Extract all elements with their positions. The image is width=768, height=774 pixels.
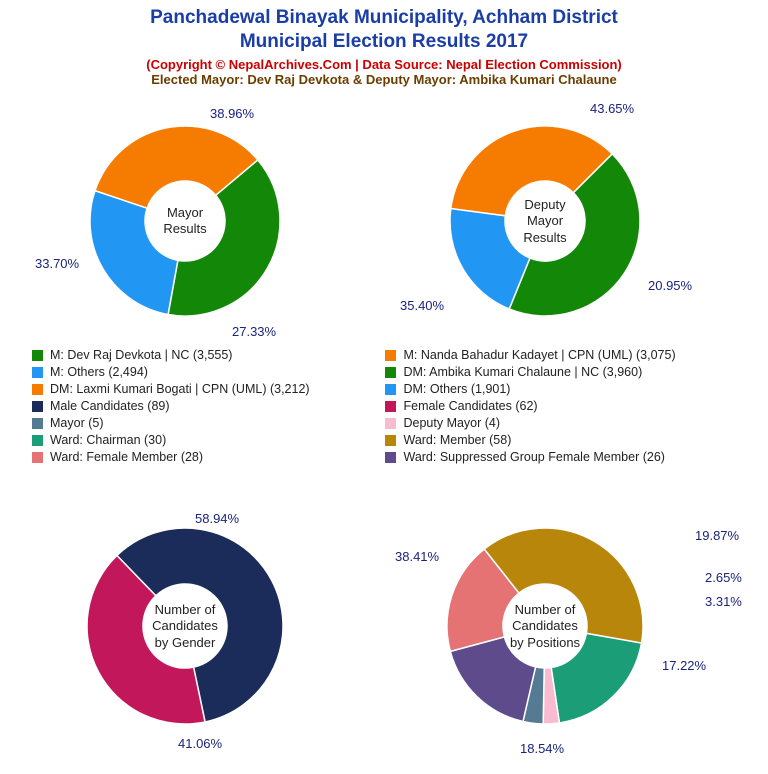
- page-title: Panchadewal Binayak Municipality, Achham…: [0, 6, 768, 54]
- pct-label: 2.65%: [705, 570, 742, 585]
- donut-slice: [551, 633, 641, 723]
- legend-text: Mayor (5): [50, 416, 103, 430]
- mayor-results-chart: [75, 111, 295, 331]
- legend-item: Ward: Member (58): [385, 433, 735, 447]
- title-line-1: Panchadewal Binayak Municipality, Achham…: [0, 6, 768, 30]
- legend-swatch: [385, 384, 396, 395]
- legend-item: M: Dev Raj Devkota | NC (3,555): [32, 348, 382, 362]
- legend: M: Dev Raj Devkota | NC (3,555) M: Others…: [32, 348, 742, 467]
- pct-label: 43.65%: [590, 101, 634, 116]
- pct-label: 38.96%: [210, 106, 254, 121]
- legend-swatch: [385, 350, 396, 361]
- pct-label: 35.40%: [400, 298, 444, 313]
- legend-item: Ward: Suppressed Group Female Member (26…: [385, 450, 735, 464]
- legend-right-col: M: Nanda Bahadur Kadayet | CPN (UML) (3,…: [385, 348, 735, 467]
- pct-label: 19.87%: [695, 528, 739, 543]
- pct-label: 38.41%: [395, 549, 439, 564]
- legend-item: M: Others (2,494): [32, 365, 382, 379]
- legend-text: DM: Ambika Kumari Chalaune | NC (3,960): [403, 365, 642, 379]
- copyright-line: (Copyright © NepalArchives.Com | Data So…: [0, 57, 768, 72]
- legend-swatch: [32, 452, 43, 463]
- positions-chart: [435, 516, 655, 736]
- legend-swatch: [32, 435, 43, 446]
- legend-text: M: Others (2,494): [50, 365, 148, 379]
- pct-label: 27.33%: [232, 324, 276, 339]
- gender-chart: [75, 516, 295, 736]
- legend-item: Ward: Female Member (28): [32, 450, 382, 464]
- legend-item: DM: Others (1,901): [385, 382, 735, 396]
- legend-item: Deputy Mayor (4): [385, 416, 735, 430]
- legend-swatch: [32, 384, 43, 395]
- legend-swatch: [32, 367, 43, 378]
- legend-text: M: Nanda Bahadur Kadayet | CPN (UML) (3,…: [403, 348, 675, 362]
- legend-swatch: [385, 452, 396, 463]
- legend-swatch: [385, 367, 396, 378]
- legend-item: Mayor (5): [32, 416, 382, 430]
- pct-label: 3.31%: [705, 594, 742, 609]
- legend-text: Ward: Suppressed Group Female Member (26…: [403, 450, 664, 464]
- legend-swatch: [385, 418, 396, 429]
- pct-label: 41.06%: [178, 736, 222, 751]
- donut-slice: [90, 191, 178, 315]
- legend-text: Female Candidates (62): [403, 399, 537, 413]
- legend-swatch: [385, 401, 396, 412]
- legend-item: DM: Laxmi Kumari Bogati | CPN (UML) (3,2…: [32, 382, 382, 396]
- elected-line: Elected Mayor: Dev Raj Devkota & Deputy …: [0, 72, 768, 87]
- legend-swatch: [32, 418, 43, 429]
- legend-swatch: [32, 350, 43, 361]
- legend-text: DM: Laxmi Kumari Bogati | CPN (UML) (3,2…: [50, 382, 310, 396]
- legend-text: Ward: Chairman (30): [50, 433, 166, 447]
- title-line-2: Municipal Election Results 2017: [0, 30, 768, 54]
- legend-swatch: [32, 401, 43, 412]
- legend-text: Male Candidates (89): [50, 399, 170, 413]
- legend-item: M: Nanda Bahadur Kadayet | CPN (UML) (3,…: [385, 348, 735, 362]
- legend-item: Male Candidates (89): [32, 399, 382, 413]
- pct-label: 58.94%: [195, 511, 239, 526]
- legend-text: Deputy Mayor (4): [403, 416, 500, 430]
- pct-label: 33.70%: [35, 256, 79, 271]
- deputy-mayor-results-chart: [435, 111, 655, 331]
- donut-slice: [450, 637, 535, 722]
- pct-label: 20.95%: [648, 278, 692, 293]
- pct-label: 18.54%: [520, 741, 564, 756]
- legend-text: DM: Others (1,901): [403, 382, 510, 396]
- legend-item: Ward: Chairman (30): [32, 433, 382, 447]
- legend-text: Ward: Female Member (28): [50, 450, 203, 464]
- legend-swatch: [385, 435, 396, 446]
- legend-text: M: Dev Raj Devkota | NC (3,555): [50, 348, 232, 362]
- legend-left-col: M: Dev Raj Devkota | NC (3,555) M: Others…: [32, 348, 382, 467]
- legend-text: Ward: Member (58): [403, 433, 511, 447]
- legend-item: Female Candidates (62): [385, 399, 735, 413]
- legend-item: DM: Ambika Kumari Chalaune | NC (3,960): [385, 365, 735, 379]
- pct-label: 17.22%: [662, 658, 706, 673]
